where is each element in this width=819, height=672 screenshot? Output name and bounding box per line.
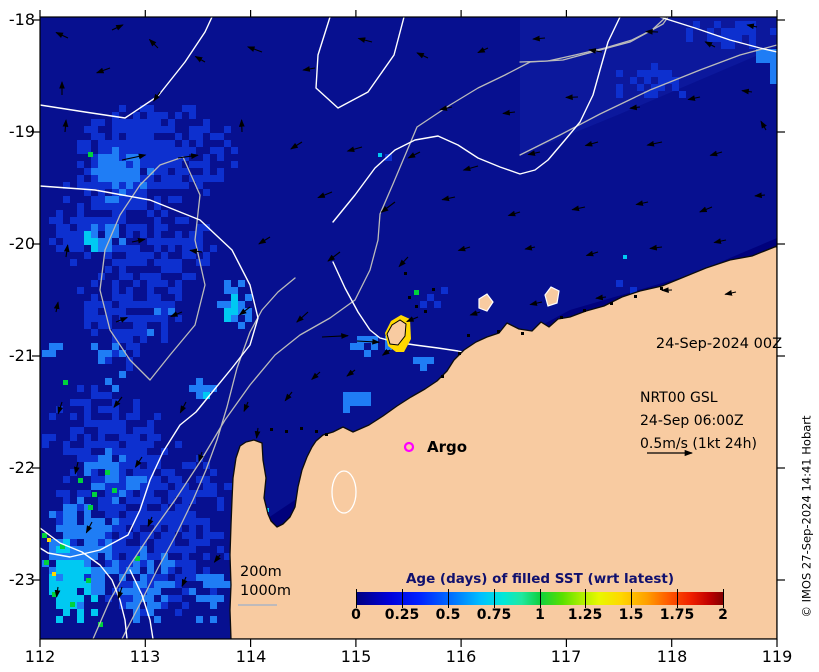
colorbar-tick	[539, 589, 541, 608]
current-vectors-layer	[53, 23, 767, 600]
colorbar-tick-label: 0.25	[384, 607, 420, 623]
lon-tick-label: 119	[761, 647, 793, 666]
depth-contour-label-200m: 200m	[240, 564, 282, 580]
argo-float-label: Argo	[427, 438, 468, 456]
colorbar-tick	[401, 589, 403, 608]
colorbar-tick-label: 1.5	[618, 607, 644, 623]
colorbar-tick-label: 2	[718, 607, 728, 623]
lon-tick-label: 118	[656, 647, 688, 666]
argo-marker	[403, 441, 415, 453]
lon-tick-label: 113	[129, 647, 161, 666]
lat-tick-label: -20	[8, 234, 35, 253]
lon-tick-label: 114	[235, 647, 267, 666]
velocity-legend-model: NRT00 GSL	[640, 390, 718, 406]
colorbar-tick-label: 0	[351, 607, 361, 623]
coastline	[229, 245, 777, 639]
colorbar-tick	[356, 589, 357, 608]
depth-contour-label-1000m: 1000m	[240, 583, 292, 599]
colorbar-title: Age (days) of filled SST (wrt latest)	[405, 571, 675, 587]
lat-tick-label: -23	[8, 570, 35, 589]
lat-tick-label: -22	[8, 458, 35, 477]
lon-tick-label: 115	[340, 647, 372, 666]
land-layer	[229, 245, 777, 639]
colorbar-tick	[677, 589, 679, 608]
lon-tick-label: 117	[550, 647, 582, 666]
colorbar-tick-label: 1.25	[567, 607, 603, 623]
colorbar-tick	[723, 589, 724, 608]
lat-tick-label: -19	[8, 122, 35, 141]
colorbar-tick-label: 0.5	[435, 607, 461, 623]
colorbar-tick	[631, 589, 633, 608]
colorbar	[356, 589, 724, 608]
colorbar-tick	[447, 589, 449, 608]
colorbar-tick-label: 1.75	[659, 607, 695, 623]
lat-tick-label: -21	[8, 346, 35, 365]
colorbar-tick-label: 0.75	[476, 607, 512, 623]
colorbar-tick	[493, 589, 495, 608]
velocity-legend-scale: 0.5m/s (1kt 24h)	[640, 436, 757, 452]
lon-tick-label: 112	[24, 647, 56, 666]
lon-tick-label: 116	[445, 647, 477, 666]
map-frame	[32, 10, 785, 647]
imos-credit-text: © IMOS 27-Sep-2024 14:41 Hobart	[799, 415, 814, 618]
ocean-layer	[40, 17, 777, 639]
velocity-legend-time: 24-Sep 06:00Z	[640, 413, 744, 429]
colorbar-tick-label: 1	[535, 607, 545, 623]
analysis-date-label: 24-Sep-2024 00Z	[655, 336, 782, 352]
lat-tick-label: -18	[8, 10, 35, 29]
colorbar-tick	[585, 589, 587, 608]
